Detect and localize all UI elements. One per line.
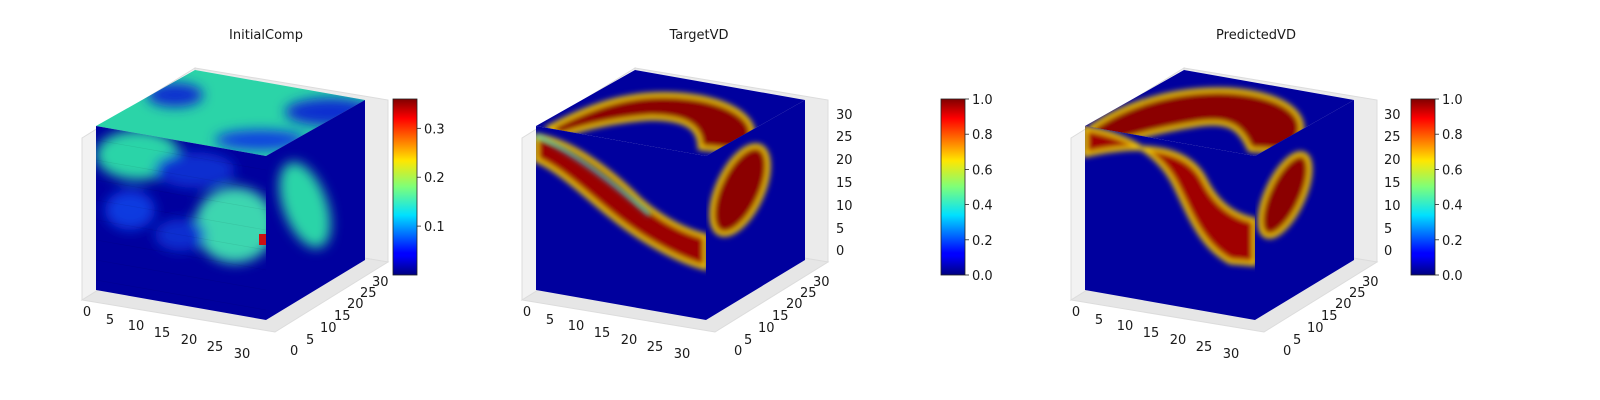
- z-tick-label: 20: [836, 153, 853, 168]
- colorbar-tick-label: 0.2: [972, 234, 993, 249]
- z-tick-label: 30: [1384, 108, 1401, 123]
- y-tick-label: 10: [320, 321, 337, 336]
- hotspot: [259, 234, 271, 245]
- x-tick-label: 30: [234, 347, 251, 362]
- colorbar: 0.1 0.2 0.3: [392, 98, 445, 276]
- x-tick-label: 25: [1196, 340, 1213, 355]
- y-tick-label: 20: [786, 297, 803, 312]
- y-tick-label: 25: [800, 286, 817, 301]
- colorbar-gradient: [392, 98, 418, 276]
- y-tick-label: 25: [1349, 286, 1366, 301]
- y-tick-label: 15: [334, 309, 351, 324]
- axis-ticks: 0 5 10 15 20 25 30 0 5 10 15 20 25 30 0 …: [523, 108, 853, 362]
- panel-title: PredictedVD: [1216, 28, 1296, 43]
- colorbar-tick-label: 0.6: [972, 163, 993, 178]
- colorbar-ticks: 0.1 0.2 0.3: [417, 122, 445, 235]
- axis-ticks: 0 5 10 15 20 25 30 0 5 10 15 20 25 30 0 …: [1072, 108, 1401, 362]
- y-tick-label: 30: [1362, 275, 1379, 290]
- cube-side-face: [1255, 100, 1354, 320]
- z-tick-label: 5: [836, 222, 844, 237]
- colorbar-tick-label: 1.0: [972, 93, 993, 108]
- voxel-cube: [96, 70, 365, 320]
- z-tick-label: 15: [1384, 176, 1401, 191]
- y-tick-label: 30: [372, 275, 389, 290]
- cube-front-face: [1085, 126, 1255, 320]
- y-tick-label: 0: [734, 344, 742, 359]
- x-tick-label: 20: [1170, 333, 1187, 348]
- z-tick-label: 20: [1384, 153, 1401, 168]
- x-tick-label: 15: [154, 326, 171, 341]
- x-tick-label: 30: [674, 347, 691, 362]
- y-tick-label: 0: [1283, 344, 1291, 359]
- colorbar-tick-label: 0.2: [424, 171, 445, 186]
- x-tick-label: 10: [128, 319, 145, 334]
- z-tick-label: 5: [1384, 222, 1392, 237]
- y-tick-label: 0: [290, 344, 298, 359]
- axis-ticks: 0 5 10 15 20 25 30 0 5 10 15 20 25 30: [83, 275, 389, 362]
- x-tick-label: 20: [621, 333, 638, 348]
- y-tick-label: 25: [360, 286, 377, 301]
- colorbar-tick-label: 0.8: [1442, 128, 1463, 143]
- x-tick-label: 5: [1095, 313, 1103, 328]
- colorbar-tick-label: 0.1: [424, 220, 445, 235]
- colorbar-ticks: 0.0 0.2 0.4 0.6 0.8 1.0: [1435, 93, 1463, 284]
- panel-targetvd: TargetVD 0 5 10 15 20: [520, 28, 993, 362]
- y-tick-label: 20: [1335, 297, 1352, 312]
- y-tick-label: 15: [772, 309, 789, 324]
- x-tick-label: 10: [568, 319, 585, 334]
- y-tick-label: 15: [1321, 309, 1338, 324]
- colorbar: 0.0 0.2 0.4 0.6 0.8 1.0: [940, 93, 993, 284]
- colorbar-tick-label: 0.3: [424, 122, 445, 137]
- x-tick-label: 25: [207, 340, 224, 355]
- x-tick-label: 10: [1117, 319, 1134, 334]
- colorbar: 0.0 0.2 0.4 0.6 0.8 1.0: [1410, 93, 1463, 284]
- colorbar-ticks: 0.0 0.2 0.4 0.6 0.8 1.0: [965, 93, 993, 284]
- z-tick-label: 25: [1384, 130, 1401, 145]
- y-tick-label: 30: [813, 275, 830, 290]
- colorbar-tick-label: 0.4: [972, 199, 993, 214]
- y-tick-label: 5: [1293, 333, 1301, 348]
- z-tick-label: 0: [836, 244, 844, 259]
- x-tick-label: 15: [1143, 326, 1160, 341]
- x-tick-label: 5: [106, 313, 114, 328]
- z-tick-label: 25: [836, 130, 853, 145]
- colorbar-tick-label: 0.8: [972, 128, 993, 143]
- x-tick-label: 30: [1223, 347, 1240, 362]
- panel-title: InitialComp: [229, 28, 303, 43]
- colorbar-tick-label: 0.2: [1442, 234, 1463, 249]
- colorbar-tick-label: 0.0: [972, 269, 993, 284]
- y-tick-label: 20: [347, 297, 364, 312]
- panel-title: TargetVD: [668, 28, 728, 43]
- x-tick-label: 5: [546, 313, 554, 328]
- colorbar-tick-label: 1.0: [1442, 93, 1463, 108]
- colorbar-tick-label: 0.4: [1442, 199, 1463, 214]
- voxel-cube: [536, 70, 805, 320]
- colorbar-tick-label: 0.6: [1442, 163, 1463, 178]
- z-tick-label: 30: [836, 108, 853, 123]
- x-tick-label: 0: [523, 305, 531, 320]
- y-tick-label: 5: [306, 333, 314, 348]
- y-tick-label: 5: [744, 333, 752, 348]
- panel-predictedvd: PredictedVD 0 5 10 15 20: [1069, 28, 1463, 362]
- voxel-cube: [1085, 70, 1354, 320]
- z-tick-label: 10: [1384, 199, 1401, 214]
- y-tick-label: 10: [758, 321, 775, 336]
- colorbar-gradient: [940, 98, 966, 276]
- colorbar-gradient: [1410, 98, 1436, 276]
- x-tick-label: 0: [1072, 305, 1080, 320]
- colorbar-tick-label: 0.0: [1442, 269, 1463, 284]
- y-tick-label: 10: [1307, 321, 1324, 336]
- x-tick-label: 0: [83, 305, 91, 320]
- panel-initialcomp: InitialComp: [80, 28, 445, 362]
- z-tick-label: 0: [1384, 244, 1392, 259]
- z-tick-label: 15: [836, 176, 853, 191]
- x-tick-label: 20: [181, 333, 198, 348]
- x-tick-label: 25: [647, 340, 664, 355]
- x-tick-label: 15: [594, 326, 611, 341]
- z-tick-label: 10: [836, 199, 853, 214]
